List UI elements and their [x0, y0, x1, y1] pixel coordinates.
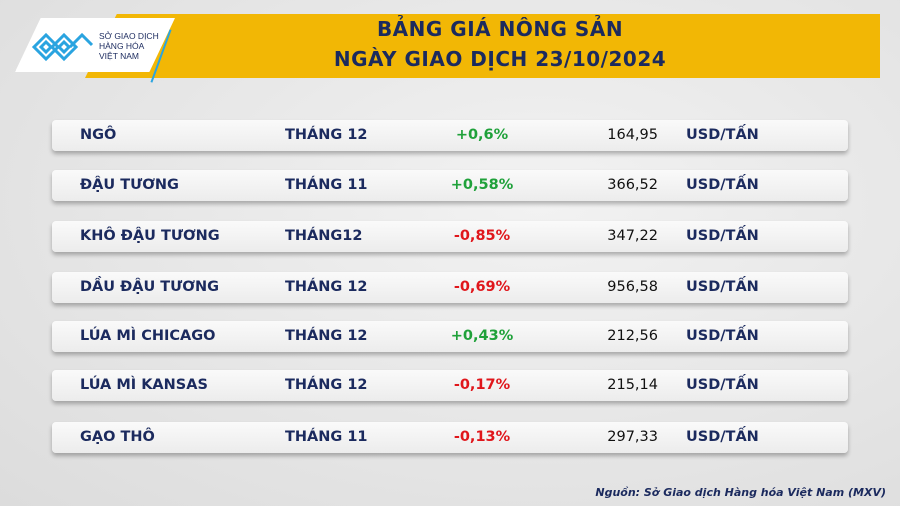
- price-change: -0,69%: [453, 279, 511, 295]
- table-row: DẦU ĐẬU TƯƠNG THÁNG 12 -0,69% 956,58 USD/TẤN: [52, 272, 848, 303]
- price-unit: USD/TẤN: [686, 377, 759, 393]
- contract-month: THÁNG 12: [285, 328, 368, 344]
- price-value: 347,22: [607, 228, 658, 244]
- price-unit: USD/TẤN: [686, 127, 759, 143]
- price-value: 366,52: [607, 177, 658, 193]
- commodity-name: KHÔ ĐẬU TƯƠNG: [80, 228, 220, 244]
- price-change: +0,6%: [455, 127, 509, 143]
- commodity-name: GẠO THÔ: [80, 429, 155, 445]
- page-title: BẢNG GIÁ NÔNG SẢN NGÀY GIAO DỊCH 23/10/2…: [200, 14, 800, 74]
- table-row: ĐẬU TƯƠNG THÁNG 11 +0,58% 366,52 USD/TẤN: [52, 170, 848, 201]
- table-row: GẠO THÔ THÁNG 11 -0,13% 297,33 USD/TẤN: [52, 422, 848, 453]
- table-row: LÚA MÌ KANSAS THÁNG 12 -0,17% 215,14 USD/TẤN: [52, 370, 848, 401]
- contract-month: THÁNG 12: [285, 377, 368, 393]
- logo-line-2: HÀNG HÓA: [99, 41, 145, 51]
- contract-month: THÁNG 12: [285, 279, 368, 295]
- price-value: 215,14: [607, 377, 658, 393]
- title-line-2: NGÀY GIAO DỊCH 23/10/2024: [333, 47, 667, 71]
- title-banner: [85, 14, 880, 78]
- price-value: 956,58: [607, 279, 658, 295]
- price-change: -0,13%: [453, 429, 511, 445]
- logo-text: SỞ GIAO DỊCH HÀNG HÓA VIỆT NAM: [99, 31, 159, 61]
- commodity-name: NGÔ: [80, 127, 117, 143]
- price-unit: USD/TẤN: [686, 328, 759, 344]
- source-note: Nguồn: Sở Giao dịch Hàng hóa Việt Nam (M…: [595, 486, 886, 499]
- price-unit: USD/TẤN: [686, 429, 759, 445]
- commodity-name: ĐẬU TƯƠNG: [80, 177, 179, 193]
- price-value: 164,95: [607, 127, 658, 143]
- price-change: +0,58%: [450, 177, 514, 193]
- price-unit: USD/TẤN: [686, 228, 759, 244]
- contract-month: THÁNG 11: [285, 429, 368, 445]
- logo-line-1: SỞ GIAO DỊCH: [99, 31, 159, 41]
- price-change: -0,85%: [453, 228, 511, 244]
- table-row: LÚA MÌ CHICAGO THÁNG 12 +0,43% 212,56 USD/TẤ…: [52, 321, 848, 352]
- price-unit: USD/TẤN: [686, 279, 759, 295]
- price-change: -0,17%: [453, 377, 511, 393]
- title-line-1: BẢNG GIÁ NÔNG SẢN: [376, 17, 624, 41]
- commodity-name: DẦU ĐẬU TƯƠNG: [80, 279, 219, 295]
- mxv-logo-icon: [32, 32, 94, 62]
- contract-month: THÁNG 11: [285, 177, 368, 193]
- commodity-name: LÚA MÌ KANSAS: [80, 377, 208, 393]
- contract-month: THÁNG12: [285, 228, 363, 244]
- contract-month: THÁNG 12: [285, 127, 368, 143]
- price-unit: USD/TẤN: [686, 177, 759, 193]
- price-change: +0,43%: [450, 328, 514, 344]
- price-value: 212,56: [607, 328, 658, 344]
- commodity-name: LÚA MÌ CHICAGO: [80, 328, 216, 344]
- logo-line-3: VIỆT NAM: [99, 51, 139, 61]
- table-row: NGÔ THÁNG 12 +0,6% 164,95 USD/TẤN: [52, 120, 848, 151]
- price-value: 297,33: [607, 429, 658, 445]
- table-row: KHÔ ĐẬU TƯƠNG THÁNG12 -0,85% 347,22 USD/TẤN: [52, 221, 848, 252]
